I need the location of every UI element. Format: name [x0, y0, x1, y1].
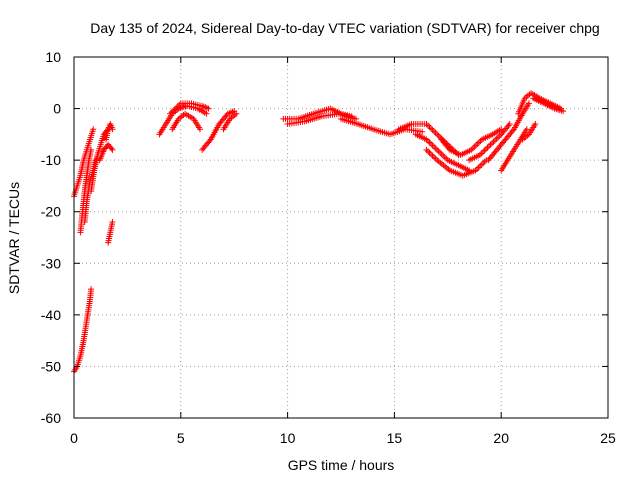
data-point — [482, 146, 489, 153]
data-point — [434, 146, 441, 153]
data-point — [432, 145, 439, 152]
data-point — [428, 140, 435, 147]
data-point — [431, 128, 438, 135]
chart-title: Day 135 of 2024, Sidereal Day-to-day VTE… — [90, 20, 599, 36]
data-point — [445, 145, 452, 152]
data-point — [419, 128, 426, 135]
data-point — [90, 126, 97, 133]
tick-layer: 0 5 10 15 20 25 -60 -50 -40 -30 -20 -10 0 10 — [41, 49, 616, 446]
y-tick-label: -30 — [41, 255, 61, 271]
data-point — [88, 286, 95, 293]
data-point — [475, 164, 482, 171]
x-tick-label: 5 — [177, 430, 185, 446]
y-tick-label: -40 — [41, 307, 61, 323]
data-point — [479, 149, 486, 156]
y-tick-label: -60 — [41, 410, 61, 426]
data-point — [109, 126, 116, 133]
data-point — [489, 140, 496, 147]
data-point — [481, 147, 488, 154]
data-point — [437, 149, 444, 156]
data-point — [485, 143, 492, 150]
data-point — [560, 108, 567, 115]
data-point — [492, 137, 499, 144]
data-point — [525, 100, 532, 107]
data-point — [440, 152, 447, 159]
data-point — [438, 151, 445, 158]
data-point — [487, 141, 494, 148]
x-tick-label: 20 — [493, 430, 509, 446]
x-axis-label: GPS time / hours — [288, 457, 395, 473]
data-point — [472, 142, 479, 149]
x-tick-label: 25 — [600, 430, 616, 446]
data-point — [441, 154, 448, 161]
data-point — [428, 151, 435, 158]
data-point — [108, 145, 115, 152]
y-tick-label: -50 — [41, 358, 61, 374]
data-point — [475, 139, 482, 146]
data-point — [435, 132, 442, 139]
data-point — [205, 105, 212, 112]
data-point — [477, 163, 484, 170]
data-point — [429, 142, 436, 149]
data-point — [197, 126, 204, 133]
data-point — [474, 140, 481, 147]
data-point — [506, 121, 513, 128]
data-point — [428, 125, 435, 132]
data-point — [432, 155, 439, 162]
data-point — [509, 127, 516, 134]
data-point — [109, 146, 116, 153]
data-point — [481, 158, 488, 165]
data-point — [505, 122, 512, 129]
data-point — [233, 110, 240, 117]
data-point — [429, 152, 436, 159]
plot-frame — [73, 56, 609, 419]
data-point — [203, 110, 210, 117]
data-point — [493, 135, 500, 142]
data-point — [426, 139, 433, 146]
data-point — [478, 161, 485, 168]
data-point — [523, 126, 530, 133]
data-point — [424, 122, 431, 129]
data-point — [480, 160, 487, 167]
x-tick-label: 15 — [387, 430, 403, 446]
data-point — [426, 149, 433, 156]
data-point — [532, 121, 539, 128]
data-point — [426, 123, 433, 130]
data-point — [109, 219, 116, 226]
data-point — [434, 131, 441, 138]
y-tick-label: -20 — [41, 204, 61, 220]
data-point — [432, 129, 439, 136]
data-point — [435, 148, 442, 155]
y-tick-label: 10 — [45, 49, 61, 65]
y-tick-label: -10 — [41, 152, 61, 168]
data-point — [431, 143, 438, 150]
x-tick-label: 0 — [70, 430, 78, 446]
data-point — [429, 126, 436, 133]
data-point — [424, 148, 431, 155]
data-point — [431, 154, 438, 161]
x-tick-label: 10 — [280, 430, 296, 446]
y-tick-label: 0 — [53, 101, 61, 117]
data-point — [471, 143, 478, 150]
data-point — [88, 146, 95, 153]
data-layer — [71, 90, 567, 375]
data-point — [490, 138, 497, 145]
data-point — [206, 137, 213, 144]
data-point — [423, 146, 430, 153]
y-axis-label: SDTVAR / TECUs — [6, 182, 22, 294]
data-point — [484, 144, 491, 151]
